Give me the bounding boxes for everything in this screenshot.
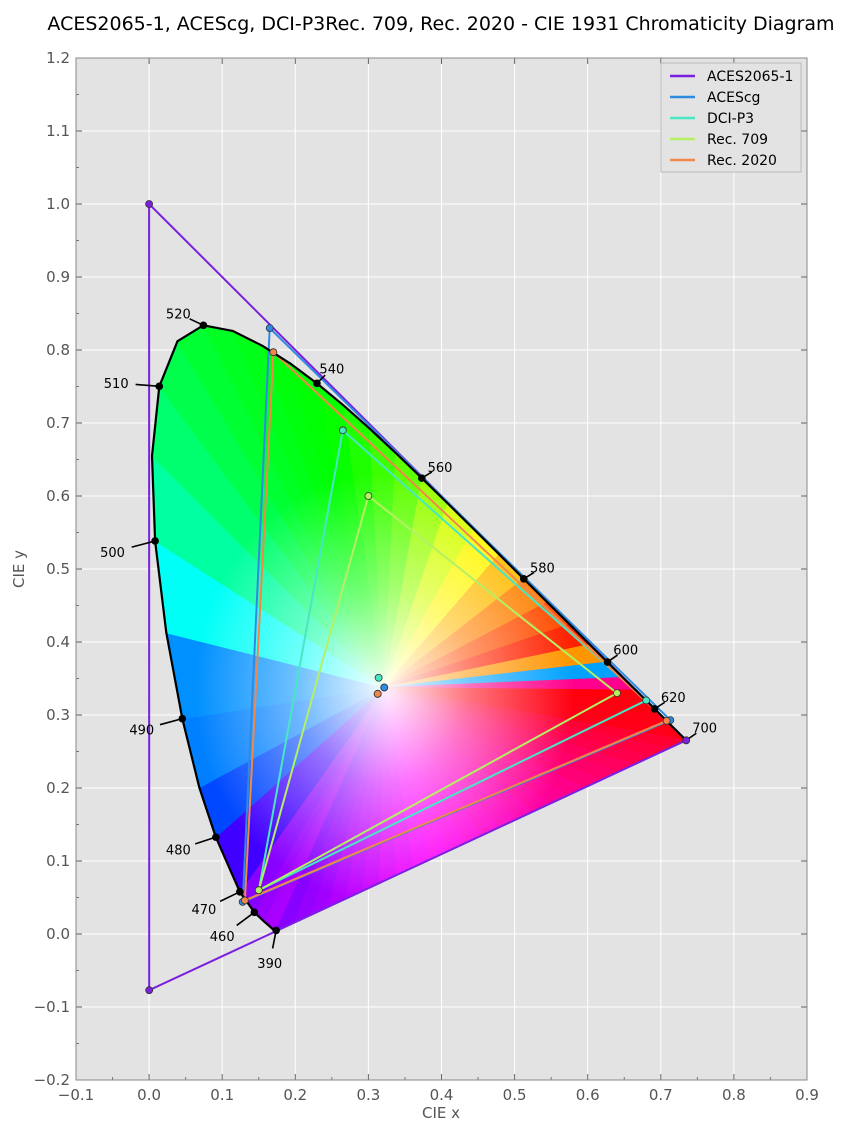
x-tick-label: 0.6 (576, 1086, 600, 1104)
legend-label: Rec. 709 (707, 132, 768, 148)
primary-point-rec-2020 (662, 716, 671, 725)
x-tick-label: −0.1 (58, 1086, 94, 1104)
primary-point-aces2065-1 (682, 736, 691, 745)
primary-point-dci-p3 (642, 696, 651, 705)
x-axis-label: CIE x (422, 1104, 460, 1122)
wavelength-point (199, 321, 208, 330)
wavelength-point (313, 379, 321, 388)
x-tick-label: 0.7 (649, 1086, 673, 1104)
y-tick-label: 1.0 (46, 195, 70, 213)
x-tick-label: 0.5 (503, 1086, 527, 1104)
y-tick-label: 1.2 (46, 49, 70, 67)
chart-title: ACES2065-1, ACEScg, DCI-P3Rec. 709, Rec.… (47, 13, 834, 35)
wavelength-point (272, 926, 280, 935)
primary-point-rec-709 (254, 886, 263, 895)
y-tick-label: −0.1 (34, 998, 70, 1016)
x-tick-label: 0.8 (722, 1086, 746, 1104)
primary-points (145, 200, 691, 995)
y-tick-label: 0.5 (46, 560, 70, 578)
wavelength-label: 560 (428, 461, 453, 476)
y-axis-label: CIE y (10, 550, 28, 588)
y-tick-label: 0.3 (46, 706, 70, 724)
wavelength-label: 700 (692, 721, 717, 736)
plot-frame (75, 57, 808, 1081)
wavelength-label: 480 (166, 843, 191, 858)
wavelength-tick (131, 540, 156, 548)
primary-point-rec-2020 (269, 348, 278, 357)
legend-label: ACES2065-1 (707, 69, 793, 85)
primary-point-dci-p3 (338, 426, 347, 435)
legend: ACES2065-1 ACEScg DCI-P3 Rec. 709 Rec. 2020 (660, 62, 802, 173)
wavelength-point (151, 537, 159, 545)
y-tick-label: 0.9 (46, 268, 70, 286)
wavelength-label: 520 (166, 308, 191, 323)
wavelength-point (418, 474, 426, 482)
primary-point-rec-709 (364, 492, 373, 500)
y-tick-label: 0.2 (46, 779, 70, 797)
y-tick-label: 0.8 (46, 341, 70, 359)
primary-point-rec-2020 (240, 896, 249, 905)
y-tick-label: 0.1 (46, 852, 70, 870)
whitepoint-dci-p3 (374, 673, 383, 682)
wavelength-point (236, 888, 244, 896)
y-tick-label: 0.6 (46, 487, 70, 505)
gamut-rec-709 (257, 494, 619, 893)
wavelength-label: 540 (319, 362, 344, 377)
legend-label: ACEScg (707, 90, 760, 106)
wavelength-point (519, 574, 528, 583)
gamut-rec-2020 (243, 349, 669, 902)
whitepoint-rec-2020 (373, 689, 382, 698)
wavelength-point (178, 714, 187, 723)
y-tick-label: 1.1 (46, 122, 70, 140)
x-tick-label: 0.3 (356, 1086, 380, 1104)
wavelength-label: 460 (210, 930, 235, 945)
whitepoint-acescg (380, 683, 389, 692)
y-tick-label: 0.0 (46, 925, 70, 943)
wavelength-tick (135, 383, 160, 388)
wavelength-point (250, 908, 259, 917)
primary-point-aces2065-1 (145, 200, 154, 208)
y-tick-label: −0.2 (34, 1071, 70, 1089)
wavelength-label: 580 (530, 562, 555, 577)
wavelength-point (603, 658, 612, 666)
legend-label: DCI-P3 (707, 111, 754, 127)
wavelength-label: 470 (192, 903, 217, 918)
wavelength-point (212, 833, 220, 841)
axis-ticks: −0.1 0.0 0.1 0.2 0.3 0.4 0.5 0.6 0.7 0.8 0.9−0.2−0… (34, 49, 819, 1104)
wavelength-point (155, 382, 164, 391)
y-tick-label: 0.7 (46, 414, 70, 432)
wavelength-markers: 390 460 470 480 490 500 510 520 540 560 580 600 620 7… (100, 308, 717, 973)
x-tick-label: 0.4 (430, 1086, 454, 1104)
wavelength-point (650, 705, 659, 713)
wavelength-label: 510 (104, 377, 129, 392)
legend-label: Rec. 2020 (707, 153, 777, 169)
wavelength-tick (159, 717, 183, 726)
x-tick-label: 0.0 (137, 1086, 161, 1104)
primary-point-rec-709 (613, 689, 621, 697)
primary-point-aces2065-1 (145, 986, 154, 995)
gamut-dci-p3 (257, 428, 648, 892)
wavelength-label: 490 (129, 724, 154, 739)
wavelength-label: 500 (100, 546, 125, 561)
y-tick-label: 0.4 (46, 633, 70, 651)
wavelength-label: 390 (257, 957, 282, 972)
gamut-triangles (148, 201, 688, 992)
x-tick-label: 0.9 (795, 1086, 819, 1104)
wavelength-label: 600 (613, 643, 638, 658)
x-tick-label: 0.1 (210, 1086, 234, 1104)
wavelength-label: 620 (661, 691, 686, 706)
primary-point-acescg (265, 324, 274, 333)
x-tick-label: 0.2 (283, 1086, 307, 1104)
